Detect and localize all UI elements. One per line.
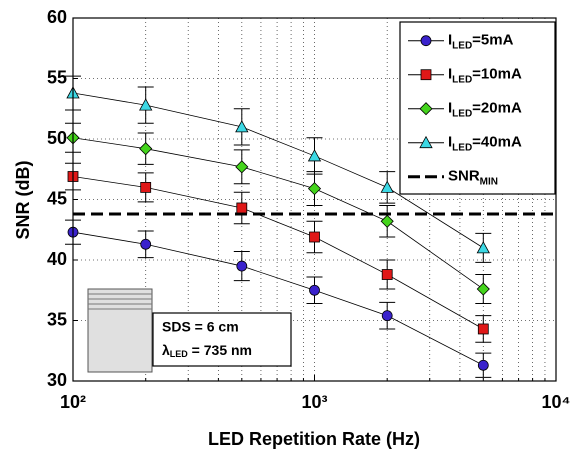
legend-label: =40mA [472,134,522,151]
annotation: λ [162,342,170,358]
marker [381,269,393,280]
series-line [72,176,484,330]
legend-marker [420,69,432,81]
icon [87,288,153,373]
legend-label: MIN [480,176,498,187]
plot-frame [72,17,557,382]
legend-label: LED [452,108,472,119]
marker [140,238,152,250]
legend-label: LED [452,74,472,85]
annotation: LED [170,349,189,359]
marker [235,160,249,174]
x-tick-label: 10² [60,392,86,412]
marker [309,231,320,243]
legend-label: I [448,100,452,117]
x-tick-label: 10³ [301,392,327,412]
y-tick-label: 35 [47,309,67,329]
marker [139,142,153,156]
legend-label: =5mA [472,32,513,49]
series-line [72,231,484,366]
y-tick-label: 55 [47,67,67,87]
legend-label: ILED=10mA [448,66,522,86]
marker [477,323,489,335]
annotation: λLED = 735 nm [162,342,252,360]
series-line [72,92,484,249]
y-tick-label: 45 [47,188,67,208]
x-tick-label: 10⁴ [542,392,571,412]
marker [477,359,489,371]
marker [140,181,152,193]
annotation-box [152,312,292,367]
legend-label: SNR [448,168,480,185]
legend-label: ILED=40mA [448,134,522,154]
marker [307,149,322,162]
marker [476,241,490,254]
legend-marker [419,102,433,116]
y-tick-label: 40 [47,249,67,269]
legend-label: ILED=20mA [448,100,522,120]
legend-label: =20mA [472,100,522,117]
marker [309,284,320,296]
marker [381,310,393,322]
series-line [72,137,484,290]
legend-label: I [448,32,452,49]
y-tick-label: 50 [47,128,67,148]
y-tick-label: 60 [47,7,67,27]
marker [236,260,248,272]
legend-label: =10mA [472,66,522,83]
marker [307,182,322,196]
y-tick-label: 30 [47,370,67,390]
legend-label: I [448,66,452,83]
legend-label: ILED=5mA [448,32,514,52]
marker [235,120,249,133]
marker [236,202,248,214]
y-axis-label: SNR (dB) [13,161,33,240]
legend-label: I [448,134,452,151]
legend-label: SNRMIN [448,168,498,188]
annotation: SDS = 6 cm [162,319,239,335]
legend-marker [419,135,433,149]
marker [139,98,153,111]
legend-label: LED [452,142,472,153]
marker [476,282,490,296]
marker [380,180,394,193]
marker [380,214,394,228]
x-axis-label: LED Repetition Rate (Hz) [208,429,420,449]
annotation: = 735 nm [188,342,252,358]
legend-label: LED [452,40,472,51]
legend-marker [420,35,432,47]
